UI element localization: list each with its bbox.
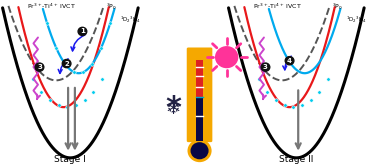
Text: *: * [165, 94, 181, 123]
Text: $^{1}$D$_{2}$$^{3}$H$_{4}$: $^{1}$D$_{2}$$^{3}$H$_{4}$ [119, 14, 140, 25]
Bar [196, 60, 203, 97]
Circle shape [215, 46, 239, 68]
Circle shape [261, 63, 270, 71]
Text: Stage I: Stage I [54, 155, 86, 164]
Bar [196, 97, 203, 141]
Circle shape [62, 59, 71, 68]
Text: 2: 2 [64, 61, 69, 66]
Circle shape [78, 27, 87, 35]
Text: Stage II: Stage II [279, 155, 313, 164]
Text: 3: 3 [263, 64, 268, 70]
Text: $^{1}$D$_{2}$$^{3}$H$_{4}$: $^{1}$D$_{2}$$^{3}$H$_{4}$ [345, 14, 366, 25]
Text: 1: 1 [80, 28, 85, 34]
Text: Pr$^{3+}$-Ti$^{4+}$ IVCT: Pr$^{3+}$-Ti$^{4+}$ IVCT [253, 2, 302, 11]
Text: Pr$^{3+}$-Ti$^{4+}$ IVCT: Pr$^{3+}$-Ti$^{4+}$ IVCT [27, 2, 76, 11]
Circle shape [191, 142, 209, 159]
Circle shape [285, 57, 294, 65]
Circle shape [35, 63, 44, 71]
FancyBboxPatch shape [187, 48, 212, 142]
Text: $^{3}$P$_{0}$: $^{3}$P$_{0}$ [332, 2, 343, 12]
Circle shape [187, 139, 212, 162]
Text: 4: 4 [287, 58, 292, 64]
Text: ❄: ❄ [166, 100, 181, 118]
Text: 3: 3 [37, 64, 42, 70]
Text: $^{3}$P$_{0}$: $^{3}$P$_{0}$ [106, 2, 118, 12]
